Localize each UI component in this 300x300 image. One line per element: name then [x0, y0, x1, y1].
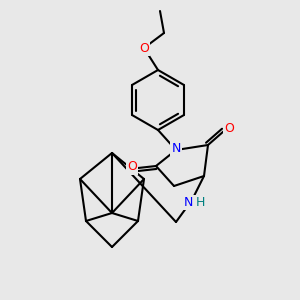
- Text: N: N: [171, 142, 181, 154]
- Text: O: O: [127, 160, 137, 173]
- Text: H: H: [195, 196, 205, 208]
- Text: O: O: [224, 122, 234, 136]
- Text: N: N: [183, 196, 193, 208]
- Text: O: O: [139, 41, 149, 55]
